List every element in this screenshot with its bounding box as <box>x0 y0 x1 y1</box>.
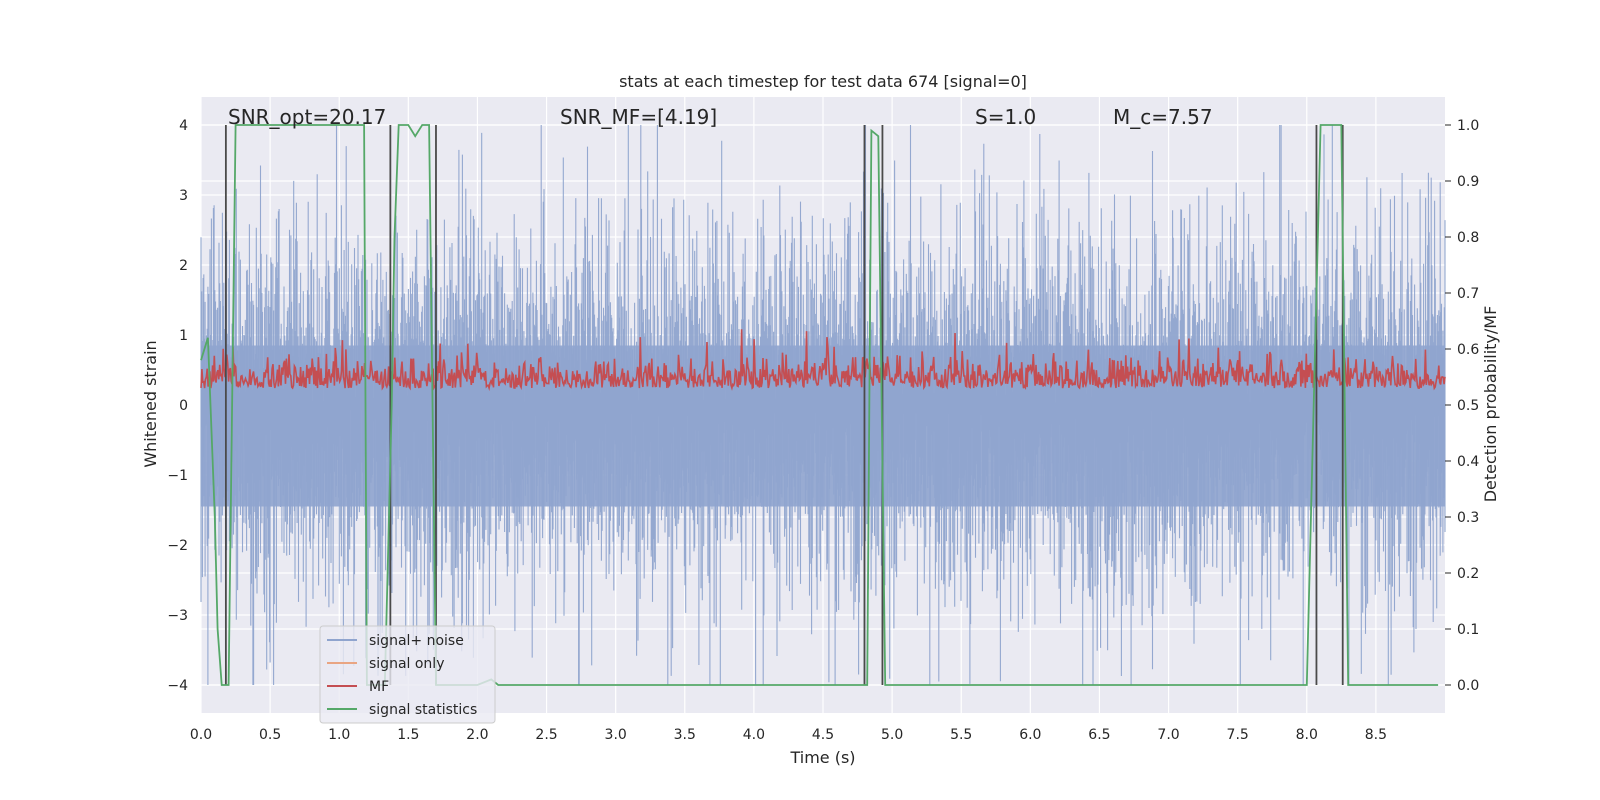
series-mf <box>200 329 1446 392</box>
y-tick-label: 0 <box>179 398 188 414</box>
x-tick-label: 5.5 <box>950 727 972 743</box>
y-tick-label: 4 <box>179 118 188 134</box>
legend-label-signal-only: signal only <box>369 656 444 672</box>
x-tick-label: 6.5 <box>1088 727 1110 743</box>
annotation-mc: M_c=7.57 <box>1113 105 1213 129</box>
y2-axis-label: Detection probability/MF <box>1481 306 1500 503</box>
annotation-s: S=1.0 <box>975 105 1036 129</box>
x-tick-label: 8.5 <box>1365 727 1387 743</box>
x-tick-label: 1.0 <box>328 727 350 743</box>
y2-tick-label: 0.5 <box>1457 398 1479 414</box>
y-tick-label: 2 <box>179 258 188 274</box>
y2-tick-label: 1.0 <box>1457 118 1479 134</box>
x-tick-label: 8.0 <box>1296 727 1318 743</box>
y2-tick-label: 0.6 <box>1457 342 1479 358</box>
y-tick-label: 1 <box>179 328 188 344</box>
x-tick-label: 0.5 <box>259 727 281 743</box>
x-tick-label: 2.5 <box>535 727 557 743</box>
x-tick-label: 1.5 <box>397 727 419 743</box>
y-axis-ticks: 4 3 2 1 0 −1 −2 −3 −4 <box>167 118 188 694</box>
y2-axis-ticks: 1.0 0.9 0.8 0.7 0.6 0.5 0.4 0.3 0.2 0.1 0.0 <box>1445 118 1479 694</box>
legend-box <box>319 625 496 724</box>
x-tick-label: 0.0 <box>190 727 212 743</box>
y2-tick-label: 0.7 <box>1457 286 1479 302</box>
y2-tick-label: 0.9 <box>1457 174 1479 190</box>
x-tick-label: 7.0 <box>1157 727 1179 743</box>
y2-tick-label: 0.8 <box>1457 230 1479 246</box>
legend: signal+ noise signal only MF signal stat… <box>319 625 496 724</box>
y-tick-label: −3 <box>167 608 188 624</box>
x-tick-label: 5.0 <box>881 727 903 743</box>
annotation-snr-opt: SNR_opt=20.17 <box>228 105 386 129</box>
x-tick-label: 4.5 <box>812 727 834 743</box>
x-axis-ticks: 0.0 0.5 1.0 1.5 2.0 2.5 3.0 3.5 4.0 4.5 5.0 5.5 6.0 6… <box>190 727 1387 743</box>
y-axis-label: Whitened strain <box>141 340 160 467</box>
y2-tick-label: 0.1 <box>1457 622 1479 638</box>
x-tick-label: 2.0 <box>466 727 488 743</box>
y-tick-label: −2 <box>167 538 188 554</box>
y2-tick-label: 0.4 <box>1457 454 1479 470</box>
y-tick-label: 3 <box>179 188 188 204</box>
x-tick-label: 3.0 <box>605 727 627 743</box>
legend-label-mf: MF <box>369 679 389 695</box>
annotation-snr-mf: SNR_MF=[4.19] <box>560 105 717 129</box>
x-tick-label: 7.5 <box>1227 727 1249 743</box>
series-line-mf <box>200 329 1446 392</box>
y-tick-label: −1 <box>167 468 188 484</box>
y2-tick-label: 0.2 <box>1457 566 1479 582</box>
chart-title: stats at each timestep for test data 674… <box>619 72 1027 91</box>
legend-label-signal-statistics: signal statistics <box>369 702 477 718</box>
x-axis-label: Time (s) <box>789 748 855 767</box>
x-tick-label: 3.5 <box>674 727 696 743</box>
y2-tick-label: 0.0 <box>1457 678 1479 694</box>
y-tick-label: −4 <box>167 678 188 694</box>
legend-label-signal-noise: signal+ noise <box>369 633 464 649</box>
x-tick-label: 4.0 <box>743 727 765 743</box>
y2-tick-label: 0.3 <box>1457 510 1479 526</box>
x-tick-label: 6.0 <box>1019 727 1041 743</box>
